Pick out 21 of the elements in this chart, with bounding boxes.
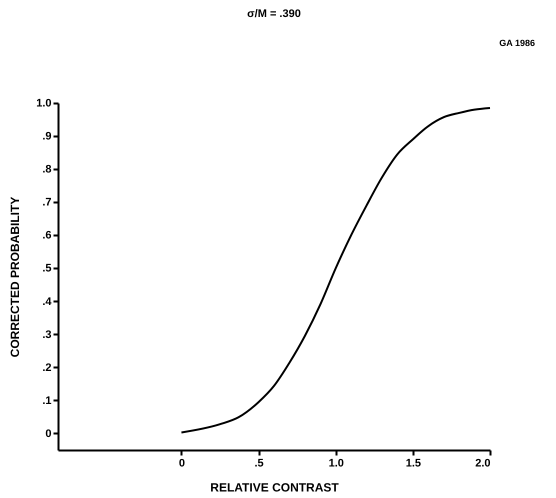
y-tick-label: 1.0 [36, 98, 52, 110]
y-tick-label: .6 [42, 230, 52, 242]
y-tick-label: .5 [42, 262, 52, 275]
text: GA 1986 [499, 38, 535, 48]
y-tick-label: .1 [42, 394, 52, 407]
y-tick-label: .8 [42, 164, 52, 176]
y-tick-label: .9 [42, 130, 52, 143]
y-tick-label: .7 [42, 196, 52, 209]
y-tick-label: .3 [42, 328, 52, 341]
y-tick-label: .2 [42, 362, 52, 374]
chart-title: σ/M = .390 [247, 8, 301, 20]
x-tick-label: 1.0 [328, 458, 344, 470]
x-tick-label: 1.5 [406, 458, 422, 470]
y-axis-title: CORRECTED PROBABILITY [8, 196, 22, 358]
line-series [180, 106, 491, 434]
x-axis-title: RELATIVE CONTRAST [210, 480, 340, 494]
x-tick-label: 2.0 [475, 458, 490, 470]
y-tick-label: .4 [42, 296, 52, 308]
x-tick-label: .5 [254, 458, 264, 470]
y-tick-label: 0 [45, 428, 52, 440]
x-tick-label: 0 [178, 458, 185, 470]
